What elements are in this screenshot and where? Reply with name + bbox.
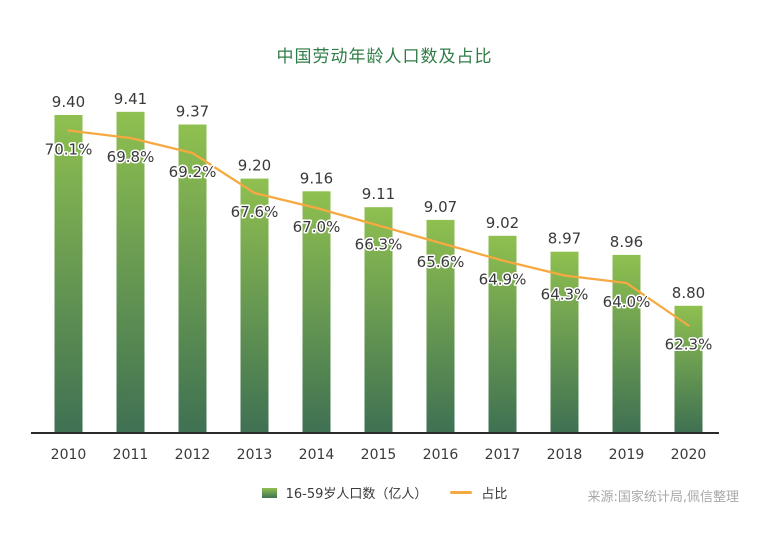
bar-value-label: 9.11 [362, 185, 395, 203]
bar-value-label: 9.37 [176, 103, 209, 121]
x-axis-tick-label: 2012 [175, 447, 211, 463]
bars-layer [54, 111, 703, 433]
bar [488, 235, 517, 432]
pct-label: 70.1% [45, 141, 93, 159]
x-axis-tick-label: 2016 [423, 447, 459, 463]
bar [364, 207, 393, 432]
pct-label: 69.8% [107, 148, 155, 166]
x-axis-tick-label: 2020 [671, 447, 707, 463]
pct-label: 65.6% [417, 253, 465, 271]
bar-value-label: 9.40 [52, 93, 85, 111]
bar-value-label: 9.02 [486, 214, 519, 232]
pct-label: 69.2% [169, 163, 217, 181]
bar-value-label: 8.80 [672, 284, 705, 302]
bar-value-label: 9.41 [114, 90, 147, 108]
bar [54, 115, 83, 432]
bar [674, 305, 703, 432]
bar [612, 254, 641, 432]
legend: 16-59岁人口数（亿人） 占比 [0, 483, 769, 502]
bar [240, 178, 269, 432]
bar-value-label: 9.16 [300, 169, 333, 187]
x-axis-tick-label: 2014 [299, 447, 335, 463]
legend-line-swatch [450, 491, 473, 494]
x-axis-tick-label: 2013 [237, 447, 273, 463]
bar [178, 124, 207, 432]
x-axis-tick-label: 2019 [609, 447, 645, 463]
bar-value-label: 8.96 [610, 233, 643, 251]
pct-label: 67.0% [293, 218, 341, 236]
x-axis-tick-label: 2010 [51, 447, 87, 463]
x-axis-tick-label: 2015 [361, 447, 397, 463]
bar-value-label: 8.97 [548, 230, 581, 248]
pct-label: 64.3% [541, 286, 589, 304]
bar [550, 251, 579, 432]
bar [302, 191, 331, 432]
pct-label: 66.3% [355, 236, 403, 254]
trend-line-layer [67, 129, 690, 327]
chart-title: 中国劳动年龄人口数及占比 [276, 47, 493, 67]
pct-label: 67.6% [231, 203, 279, 221]
bar [426, 219, 455, 432]
legend-bar-label: 16-59岁人口数（亿人） [285, 487, 428, 502]
bar-value-label: 9.20 [238, 157, 271, 175]
labels-layer: 9.40 70.1% 2010 9.41 69.8% 2011 9.37 69.2% 2012 9… [43, 90, 714, 463]
x-axis-tick-label: 2018 [547, 447, 583, 463]
source-note: 来源:国家统计局,佩信整理 [587, 490, 739, 505]
bar [116, 111, 145, 433]
legend-line-label: 占比 [481, 487, 508, 502]
pct-label: 62.3% [665, 336, 713, 354]
pct-label: 64.0% [603, 293, 651, 311]
trend-line [67, 129, 690, 327]
x-axis-tick-label: 2017 [485, 447, 521, 463]
x-axis-tick-label: 2011 [113, 447, 149, 463]
legend-bar-swatch [261, 487, 277, 498]
pct-label: 64.9% [479, 271, 527, 289]
bar-value-label: 9.07 [424, 198, 457, 216]
